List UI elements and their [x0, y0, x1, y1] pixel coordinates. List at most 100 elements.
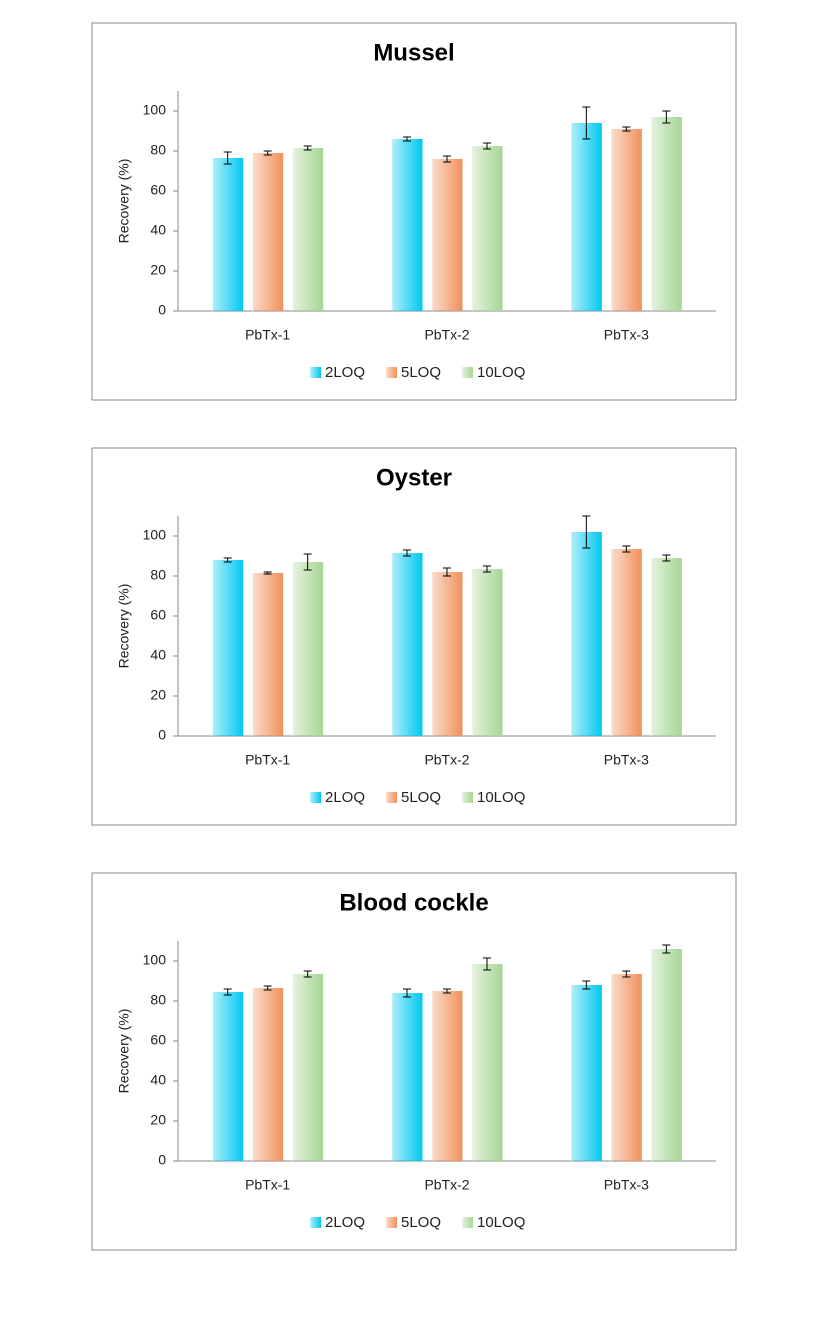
bar: [252, 988, 284, 1161]
y-tick-label: 20: [150, 1112, 166, 1128]
error-bar: [582, 515, 591, 549]
chart-title: Oyster: [376, 464, 452, 491]
error-bar: [223, 988, 232, 996]
error-bar: [443, 567, 451, 577]
error-bar: [303, 553, 312, 571]
bar: [391, 553, 423, 736]
error-bar: [443, 155, 451, 163]
y-tick-label: 0: [158, 302, 166, 318]
y-tick-label: 0: [158, 727, 166, 743]
bar: [610, 974, 642, 1161]
legend-swatch: [310, 1217, 321, 1228]
bar: [212, 560, 244, 736]
y-tick-label: 60: [150, 1032, 166, 1048]
legend-label: 10LOQ: [477, 364, 525, 381]
y-axis-label: Recovery (%): [116, 584, 132, 669]
bar: [471, 964, 503, 1161]
error-bar: [263, 150, 272, 156]
legend-swatch: [462, 792, 473, 803]
error-bar: [582, 106, 591, 140]
y-tick-label: 20: [150, 262, 166, 278]
x-tick-label: PbTx-2: [424, 1177, 469, 1193]
bar: [610, 129, 642, 311]
bar: [610, 549, 642, 736]
error-bar: [662, 110, 671, 124]
legend-swatch: [386, 367, 397, 378]
bar: [292, 148, 324, 311]
y-tick-label: 60: [150, 182, 166, 198]
y-axis-label: Recovery (%): [116, 159, 132, 244]
legend-swatch: [386, 792, 397, 803]
x-tick-label: PbTx-1: [245, 327, 290, 343]
bar: [252, 153, 284, 311]
y-tick-label: 100: [143, 102, 167, 118]
bar: [471, 569, 503, 736]
error-bar: [483, 565, 491, 573]
bar: [292, 562, 324, 736]
y-tick-label: 60: [150, 607, 166, 623]
error-bar: [443, 988, 451, 994]
bar: [292, 974, 324, 1161]
legend-label: 2LOQ: [325, 1214, 365, 1231]
x-tick-label: PbTx-1: [245, 1177, 290, 1193]
y-tick-label: 40: [150, 222, 166, 238]
bar: [570, 123, 602, 311]
error-bar: [582, 980, 591, 990]
legend-swatch: [462, 367, 473, 378]
legend-label: 2LOQ: [325, 789, 365, 806]
bar: [471, 146, 503, 311]
bar: [212, 158, 244, 311]
error-bar: [403, 136, 411, 142]
bar: [431, 991, 463, 1161]
chart: Oyster Recovery (%) 0 20 40 60 80 100 PbTx-1 PbTx…: [91, 447, 737, 826]
bar: [570, 985, 602, 1161]
bar: [431, 159, 463, 311]
x-tick-label: PbTx-3: [604, 1177, 649, 1193]
bar: [650, 117, 682, 311]
y-tick-label: 40: [150, 647, 166, 663]
y-tick-label: 0: [158, 1152, 166, 1168]
bar: [252, 573, 284, 736]
error-bar: [303, 145, 312, 151]
y-tick-label: 80: [150, 992, 166, 1008]
bar: [212, 992, 244, 1161]
error-bar: [483, 142, 491, 150]
legend-label: 5LOQ: [401, 364, 441, 381]
legend-label: 10LOQ: [477, 789, 525, 806]
chart-title: Blood cockle: [339, 889, 488, 916]
error-bar: [483, 957, 491, 971]
y-tick-label: 20: [150, 687, 166, 703]
error-bar: [662, 944, 671, 954]
legend-swatch: [310, 367, 321, 378]
x-tick-label: PbTx-3: [604, 752, 649, 768]
x-tick-label: PbTx-2: [424, 752, 469, 768]
error-bar: [622, 545, 631, 553]
error-bar: [622, 126, 631, 132]
chart-title: Mussel: [373, 39, 454, 66]
error-bar: [403, 549, 411, 557]
x-tick-label: PbTx-3: [604, 327, 649, 343]
legend-swatch: [462, 1217, 473, 1228]
y-tick-label: 100: [143, 952, 167, 968]
chart: Mussel Recovery (%) 0 20 40 60 80 100 PbTx-1 PbTx…: [91, 22, 737, 401]
error-bar: [403, 988, 411, 998]
bar: [650, 949, 682, 1161]
y-tick-label: 100: [143, 527, 167, 543]
bar: [391, 139, 423, 311]
x-tick-label: PbTx-1: [245, 752, 290, 768]
y-tick-label: 80: [150, 142, 166, 158]
bar: [431, 572, 463, 736]
error-bar: [303, 970, 312, 978]
legend-swatch: [386, 1217, 397, 1228]
y-tick-label: 80: [150, 567, 166, 583]
bar: [570, 532, 602, 736]
x-tick-label: PbTx-2: [424, 327, 469, 343]
legend-label: 5LOQ: [401, 789, 441, 806]
y-tick-label: 40: [150, 1072, 166, 1088]
legend-label: 5LOQ: [401, 1214, 441, 1231]
chart: Blood cockle Recovery (%) 0 20 40 60 80 100 PbTx…: [91, 872, 737, 1251]
error-bar: [263, 985, 272, 991]
bar: [650, 558, 682, 736]
